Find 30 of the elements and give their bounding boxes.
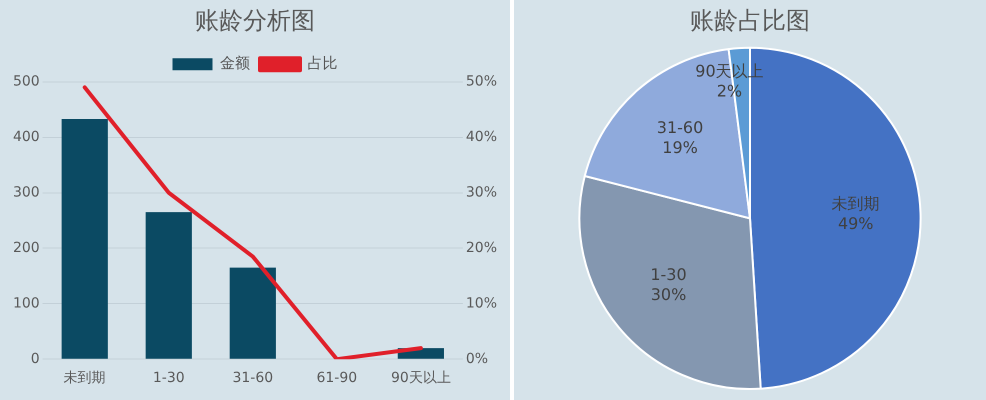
bar: [62, 118, 108, 359]
bar: [146, 212, 192, 359]
y2-tick-label: 30%: [466, 184, 498, 200]
chart-title: 账龄分析图: [195, 6, 315, 35]
x-tick-label: 31-60: [232, 370, 274, 386]
y2-tick-label: 50%: [466, 73, 498, 90]
data-label: 49%: [838, 214, 874, 234]
data-label: 30%: [650, 284, 686, 304]
y2-tick-label: 0%: [466, 350, 488, 367]
x-tick-label: 90天以上: [390, 370, 451, 386]
y-tick-label: 300: [12, 184, 40, 200]
x-tick-label: 61-90: [316, 370, 358, 386]
data-label: 19%: [662, 138, 698, 158]
slice-label: 31-60: [656, 118, 704, 138]
y-tick-label: 0: [30, 350, 40, 367]
y-tick-label: 400: [12, 128, 40, 145]
chart-title: 账龄占比图: [690, 6, 810, 35]
slice-label: 1-30: [650, 264, 687, 284]
x-tick-label: 未到期: [64, 370, 106, 386]
y2-tick-label: 40%: [466, 128, 498, 145]
y2-tick-label: 10%: [466, 295, 498, 312]
legend-label: 占比: [308, 54, 338, 72]
y-tick-label: 100: [12, 295, 40, 312]
slice-label: 未到期: [832, 194, 880, 214]
bar: [230, 268, 276, 359]
y2-tick-label: 20%: [466, 240, 498, 256]
legend-label: 金额: [220, 54, 250, 72]
x-tick-label: 1-30: [152, 370, 185, 386]
y-tick-label: 200: [12, 240, 40, 256]
y-tick-label: 500: [12, 73, 40, 90]
